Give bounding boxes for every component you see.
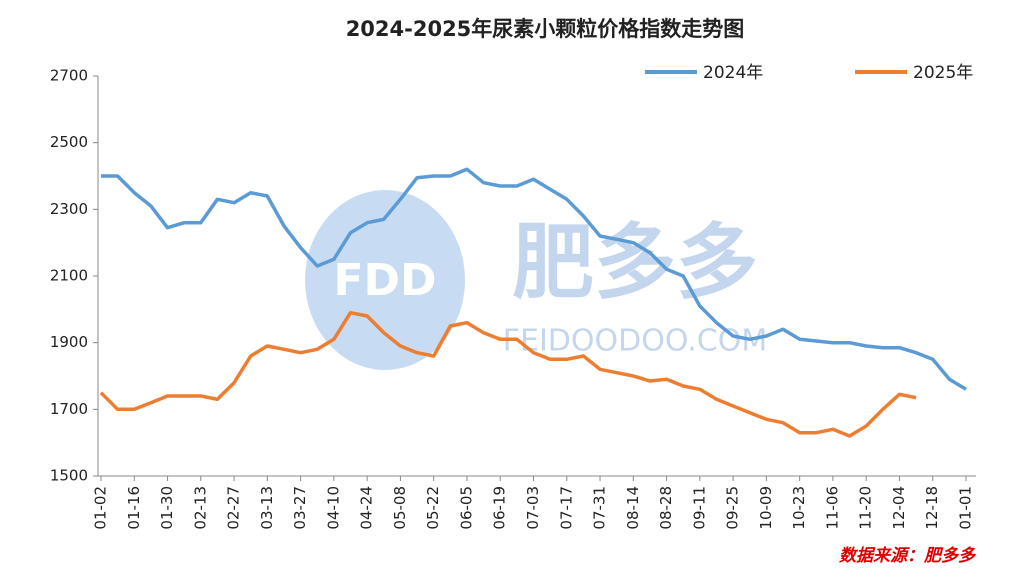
y-tick-label: 1900 bbox=[50, 333, 88, 351]
x-tick-label: 06-19 bbox=[491, 486, 509, 530]
watermark-logo-shape bbox=[305, 190, 465, 370]
legend-label: 2025年 bbox=[913, 63, 973, 83]
x-tick-label: 09-25 bbox=[724, 486, 742, 530]
x-tick-label: 05-22 bbox=[424, 486, 442, 530]
x-tick-label: 01-30 bbox=[158, 486, 176, 530]
source-note: 数据来源：肥多多 bbox=[839, 546, 977, 566]
x-tick-label: 10-09 bbox=[757, 486, 775, 530]
x-tick-label: 01-16 bbox=[125, 486, 143, 530]
x-tick-label: 07-03 bbox=[524, 486, 542, 530]
series-line bbox=[99, 310, 917, 438]
watermark: FDD 肥多多 FEIDOODOO.COM bbox=[305, 190, 767, 370]
x-tick-label: 09-11 bbox=[690, 486, 708, 530]
y-tick-label: 2300 bbox=[50, 200, 88, 218]
y-tick-label: 1500 bbox=[50, 467, 88, 485]
chart-title: 2024-2025年尿素小颗粒价格指数走势图 bbox=[346, 17, 745, 41]
x-tick-label: 05-08 bbox=[391, 486, 409, 530]
x-tick-label: 11-06 bbox=[823, 486, 841, 530]
x-tick-label: 04-10 bbox=[324, 486, 342, 530]
x-tick-label: 10-23 bbox=[790, 486, 808, 530]
x-tick-label: 12-18 bbox=[923, 486, 941, 530]
x-tick-label: 08-14 bbox=[624, 486, 642, 530]
x-tick-label: 03-27 bbox=[291, 486, 309, 530]
x-tick-label: 11-20 bbox=[857, 486, 875, 530]
watermark-site: FEIDOODOO.COM bbox=[503, 324, 767, 359]
y-tick-label: 2700 bbox=[50, 67, 88, 85]
x-tick-label: 02-13 bbox=[191, 486, 209, 530]
x-tick-label: 01-02 bbox=[92, 486, 110, 530]
x-tick-label: 07-17 bbox=[557, 486, 575, 530]
x-tick-label: 08-28 bbox=[657, 486, 675, 530]
y-tick-label: 1700 bbox=[50, 400, 88, 418]
x-tick-label: 03-13 bbox=[258, 486, 276, 530]
series-line bbox=[101, 167, 967, 391]
legend-label: 2024年 bbox=[703, 63, 763, 83]
x-tick-label: 12-04 bbox=[890, 486, 908, 530]
x-tick-label: 07-31 bbox=[591, 486, 609, 530]
x-tick-label: 06-05 bbox=[457, 486, 475, 530]
y-tick-label: 2500 bbox=[50, 133, 88, 151]
watermark-logo: FDD bbox=[333, 255, 436, 306]
x-tick-label: 04-24 bbox=[358, 486, 376, 530]
x-tick-label: 01-01 bbox=[957, 486, 975, 530]
x-tick-label: 02-27 bbox=[225, 486, 243, 530]
y-tick-label: 2100 bbox=[50, 267, 88, 285]
watermark-name: 肥多多 bbox=[512, 215, 758, 310]
